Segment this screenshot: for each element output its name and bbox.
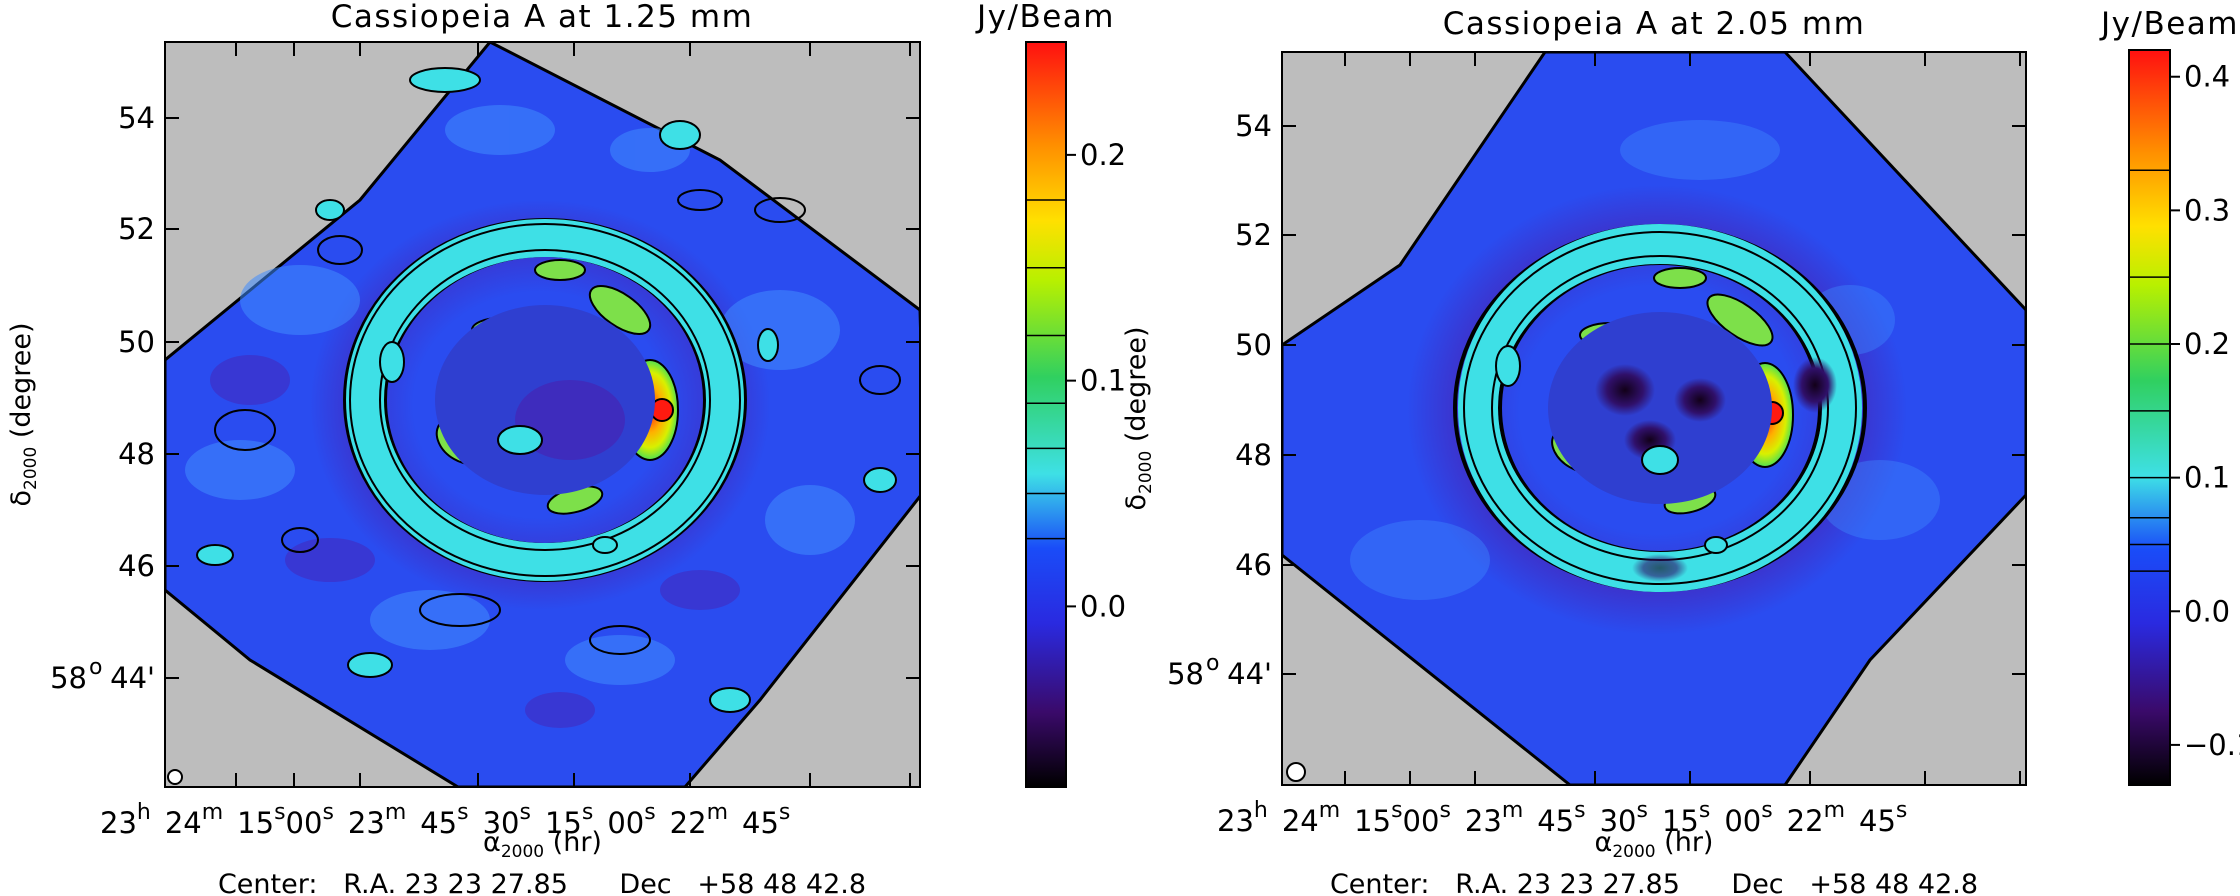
panel-a-xtick-sup: s xyxy=(322,800,347,825)
panel-b-xtick-label: 23 xyxy=(1217,804,1254,838)
panel-a-colorbar-gradient xyxy=(1025,41,1067,788)
panel-a-ytick-prefix: 58 xyxy=(50,661,87,695)
panel-a-xtick-label: 00 xyxy=(286,806,323,840)
panel-a-colorbar-tick-label: 0.1 xyxy=(1080,364,1126,398)
panel-b-xtick-sup: s xyxy=(1699,798,1724,823)
panel-b-colorbar-tick-label: 0.3 xyxy=(2184,193,2230,227)
panel-a-xtick-sup: m xyxy=(707,800,742,825)
panel-a-xtick-label: 23 xyxy=(100,806,137,840)
panel-a-xtick-label: 15 xyxy=(545,806,582,840)
panel-b-xtick-sup: m xyxy=(1319,798,1354,823)
panel-b-xtick-label: 00 xyxy=(1724,804,1761,838)
panel-a-colorbar-tick-label: 0.0 xyxy=(1080,589,1126,623)
panel-b-colorbar-label: Jy/Beam xyxy=(2099,6,2239,42)
panel-a-xtick-label: 45 xyxy=(420,806,457,840)
panel-b-xtick-label: 15 xyxy=(1354,804,1391,838)
panel-b-xtick-label: 24 xyxy=(1282,804,1319,838)
panel-b-xtick-labels: 23h 24m 15s00s 23m 45s 30s 15s 00s 22m 4… xyxy=(1217,798,1907,838)
panel-b-ytick-label: 46 xyxy=(1235,548,1272,582)
panel-2p05mm: Cassiopeia A at 2.05 mm xyxy=(1121,6,2240,896)
panel-b-remnant-ring xyxy=(1453,224,1867,592)
panel-a-center-text: Center: R.A. 23 23 27.85 Dec +58 48 42.8 xyxy=(218,869,866,896)
panel-a-xtick-sup: s xyxy=(274,800,285,825)
panel-b-title: Cassiopeia A at 2.05 mm xyxy=(1443,6,1866,42)
panel-a-xtick-sup: m xyxy=(385,800,420,825)
panel-a-remnant-ring xyxy=(343,218,779,582)
panel-b-xtick-sup: s xyxy=(1761,798,1786,823)
panel-a-ylabel: δ2000 (degree) xyxy=(6,322,41,506)
panel-a-colorbar: 0.0 0.1 0.2 xyxy=(1025,41,1126,788)
panel-a-ytick-label: 52 xyxy=(118,212,155,246)
panel-a-xtick-label: 45 xyxy=(742,806,779,840)
panel-a-ytick-label: 46 xyxy=(118,549,155,583)
panel-b-ytick-label: 48 xyxy=(1235,438,1272,472)
panel-b-xtick-sup: s xyxy=(1391,798,1402,823)
panel-a-xtick-sup: s xyxy=(644,800,669,825)
panel-b-xtick-sup: s xyxy=(1637,798,1662,823)
panel-b-ylabel: δ2000 (degree) xyxy=(1121,326,1156,510)
panel-b-xtick-sup: s xyxy=(1439,798,1464,823)
panel-a-xtick-label: 15 xyxy=(237,806,274,840)
panel-b-ytick-prefix-sup: o xyxy=(1206,651,1219,676)
panel-b-ytick-label: 54 xyxy=(1235,109,1272,143)
panel-a-ytick-label: 44' xyxy=(110,661,155,695)
panel-a-title: Cassiopeia A at 1.25 mm xyxy=(331,0,754,35)
panel-b-ytick-label: 44' xyxy=(1227,657,1272,691)
panel-a-xtick-sup: h xyxy=(137,800,165,825)
panel-a-colorbar-label: Jy/Beam xyxy=(975,0,1115,35)
panel-b-xtick-label: 45 xyxy=(1537,804,1574,838)
panel-a-xtick-label: 23 xyxy=(348,806,385,840)
panel-b-colorbar: −0.1 0.0 0.1 0.2 0.3 0.4 xyxy=(2128,49,2240,786)
panel-b-xtick-sup: s xyxy=(1896,798,1907,823)
panel-b-xtick-sup: m xyxy=(1502,798,1537,823)
panel-b-xtick-sup: h xyxy=(1254,798,1282,823)
panel-b-center-text: Center: R.A. 23 23 27.85 Dec +58 48 42.8 xyxy=(1330,869,1978,896)
panel-b-xtick-label: 22 xyxy=(1787,804,1824,838)
panel-b-colorbar-tick-label: 0.1 xyxy=(2184,461,2230,495)
panel-a-ytick-prefix-sup: o xyxy=(89,655,102,680)
panel-a-xtick-label: 24 xyxy=(165,806,202,840)
panel-b-colorbar-gradient xyxy=(2128,49,2171,786)
panel-a-xtick-labels: 23h 24m 15s00s 23m 45s 30s 15s 00s 22m 4… xyxy=(100,800,790,840)
panel-a-xtick-sup: m xyxy=(202,800,237,825)
panel-b-xtick-sup: m xyxy=(1824,798,1859,823)
panel-b-colorbar-tick-label: 0.2 xyxy=(2184,327,2230,361)
panel-b-ytick-label: 50 xyxy=(1235,328,1272,362)
panel-a-colorbar-tick-label: 0.2 xyxy=(1080,138,1126,172)
panel-a-ytick-label: 48 xyxy=(118,437,155,471)
panel-a-xlabel: α2000 (hr) xyxy=(483,827,602,862)
panel-b-xtick-label: 00 xyxy=(1403,804,1440,838)
panel-b-colorbar-tick-label: 0.4 xyxy=(2184,60,2230,94)
panel-b-xtick-label: 30 xyxy=(1600,804,1637,838)
panel-a-xtick-label: 30 xyxy=(483,806,520,840)
panel-a-xtick-sup: s xyxy=(582,800,607,825)
panel-b-beam xyxy=(1286,762,1306,782)
panel-b-xtick-label: 45 xyxy=(1859,804,1896,838)
panel-a-xtick-sup: s xyxy=(520,800,545,825)
panel-b-xtick-label: 23 xyxy=(1465,804,1502,838)
panel-a-xtick-label: 22 xyxy=(670,806,707,840)
panel-a-xtick-label: 00 xyxy=(607,806,644,840)
panel-a-xtick-sup: s xyxy=(457,800,482,825)
panel-b-xtick-sup: s xyxy=(1574,798,1599,823)
panel-a-beam xyxy=(167,769,183,785)
panel-b-xlabel: α2000 (hr) xyxy=(1595,827,1714,862)
panel-a-ytick-label: 50 xyxy=(118,325,155,359)
panel-b-colorbar-tick-label: 0.0 xyxy=(2184,594,2230,628)
panel-b-colorbar-tick-label: −0.1 xyxy=(2184,728,2240,762)
panel-a-xtick-sup: s xyxy=(779,800,790,825)
panel-1p25mm: Cassiopeia A at 1.25 mm xyxy=(6,0,1126,896)
panel-b-ytick-prefix: 58 xyxy=(1167,657,1204,691)
panel-b-ytick-label: 52 xyxy=(1235,218,1272,252)
panel-b-map xyxy=(1282,52,2026,785)
panel-a-map xyxy=(165,42,920,787)
panel-a-ytick-label: 54 xyxy=(118,101,155,135)
panel-b-xtick-label: 15 xyxy=(1662,804,1699,838)
